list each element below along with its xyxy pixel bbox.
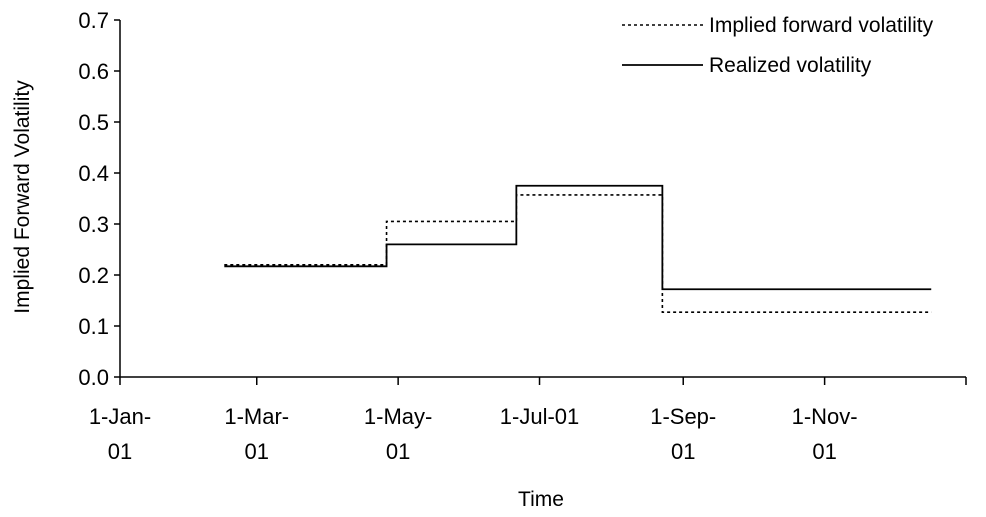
legend-label: Implied forward volatility (709, 14, 934, 37)
x-tick-label: 01 (671, 439, 695, 464)
x-tick-label: 1-Nov- (792, 404, 858, 429)
x-tick-label: 1-Mar- (224, 404, 289, 429)
legend-label: Realized volatility (709, 54, 872, 77)
y-tick-label: 0.6 (78, 59, 109, 84)
x-tick-label: 01 (245, 439, 269, 464)
y-tick-label: 0.1 (78, 314, 109, 339)
x-tick-label: 01 (108, 439, 132, 464)
series-layer (224, 184, 932, 314)
y-axis-title: Implied Forward Volatility (11, 80, 34, 314)
axes-layer: 0.0 0.1 0.2 0.3 0.4 0.5 0.6 0.7 1-Jan- 01 1-Mar- 0… (78, 8, 967, 464)
y-tick-label: 0.5 (78, 110, 109, 135)
legend: Implied forward volatility Realized volat… (622, 14, 934, 77)
y-tick-label: 0.0 (78, 365, 109, 390)
x-tick-label: 1-Jan- (89, 404, 151, 429)
x-axis-ticks: 1-Jan- 01 1-Mar- 01 1-May- 01 1-Jul-01 1-Sep- 01… (89, 377, 967, 464)
y-tick-label: 0.3 (78, 212, 109, 237)
y-axis-ticks: 0.0 0.1 0.2 0.3 0.4 0.5 0.6 0.7 (78, 8, 120, 390)
series-line-implied-forward-volatility (224, 194, 932, 314)
y-tick-label: 0.4 (78, 161, 109, 186)
x-axis-title: Time (518, 488, 564, 511)
x-tick-label: 1-May- (364, 404, 432, 429)
y-tick-label: 0.2 (78, 263, 109, 288)
x-tick-label: 01 (386, 439, 410, 464)
x-tick-label: 1-Sep- (650, 404, 716, 429)
x-tick-label: 01 (812, 439, 836, 464)
y-tick-label: 0.7 (78, 8, 109, 33)
x-tick-label: 1-Jul-01 (500, 404, 579, 429)
series-line-realized-volatility (224, 184, 932, 291)
